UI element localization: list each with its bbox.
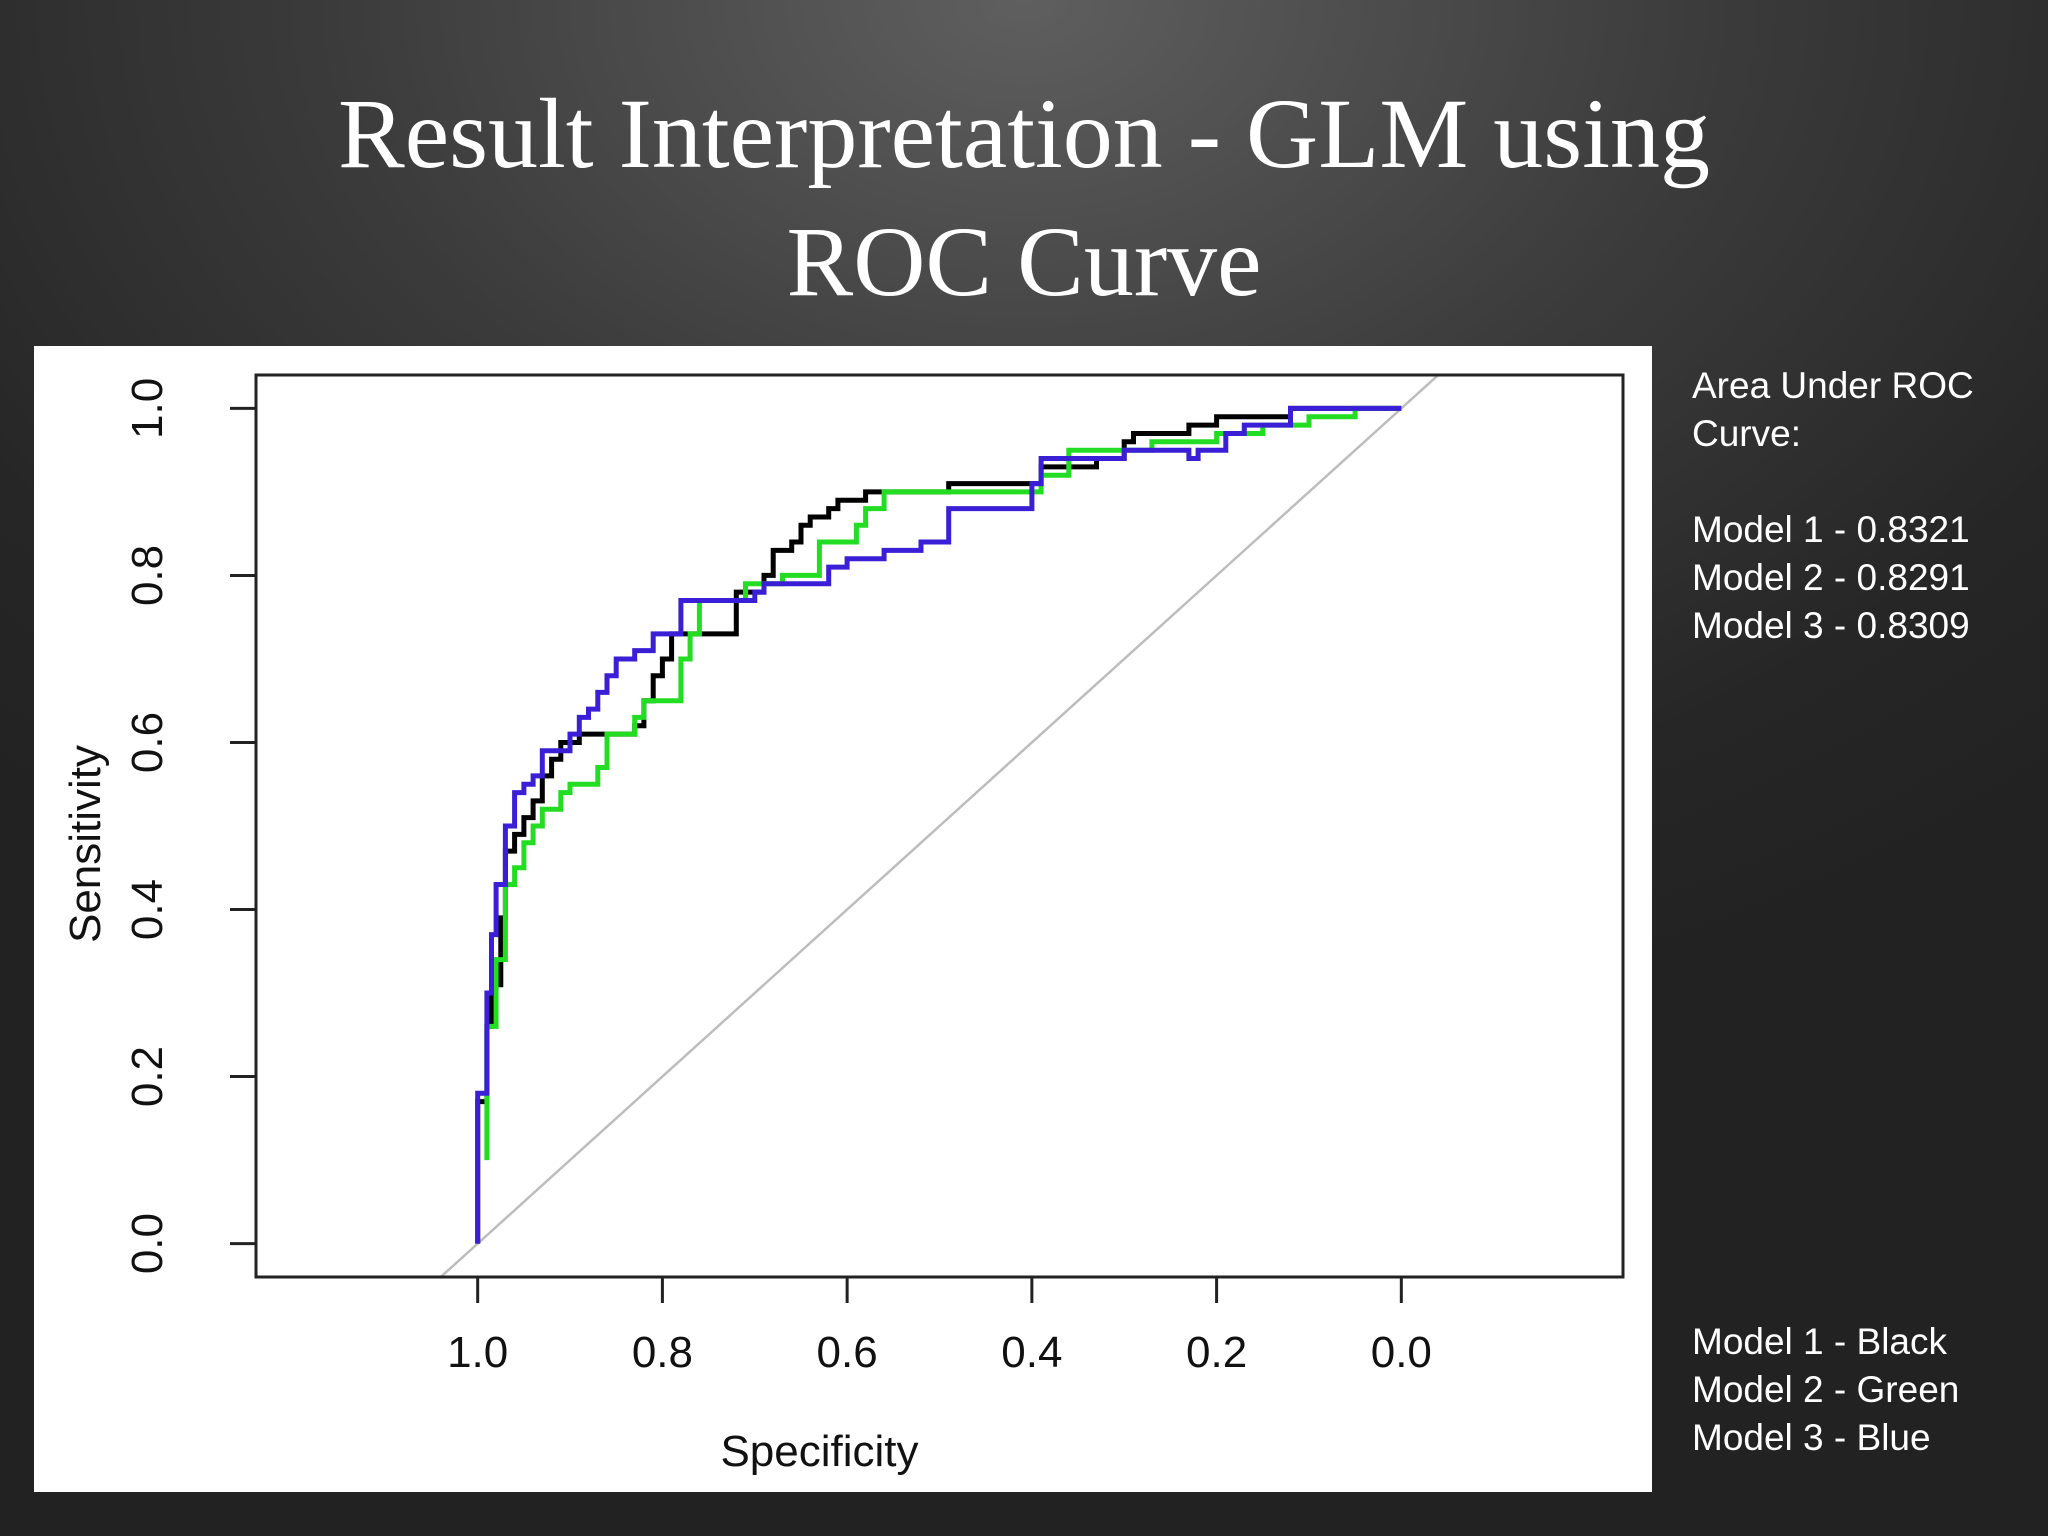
- y-tick-label: 1.0: [123, 378, 172, 439]
- y-tick-label: 0.0: [123, 1213, 172, 1274]
- y-tick-label: 0.2: [123, 1046, 172, 1107]
- auc-heading-line-1: Area Under ROC: [1692, 365, 1974, 406]
- y-tick-label: 0.8: [123, 545, 172, 606]
- roc-chart-panel: 1.0 0.8 0.6 0.4 0.2 0.0 0.0 0.2 0.4 0.6 0.8 1.0 Spec…: [34, 346, 1652, 1492]
- slide-title-line-2: ROC Curve: [786, 206, 1262, 317]
- x-tick-label: 0.4: [1001, 1328, 1062, 1377]
- x-tick-label: 0.0: [1371, 1328, 1432, 1377]
- roc-chart: 1.0 0.8 0.6 0.4 0.2 0.0 0.0 0.2 0.4 0.6 0.8 1.0 Spec…: [61, 373, 1625, 1476]
- auc-heading-line-2: Curve:: [1692, 413, 1801, 454]
- roc-curve-model-3: [475, 405, 1402, 1244]
- plot-frame: [254, 373, 1625, 1279]
- model-color-legend: Model 1 - Black Model 2 - Green Model 3 …: [1692, 1318, 1959, 1462]
- legend-model-1: Model 1 - Black: [1692, 1321, 1947, 1362]
- slide-title-line-1: Result Interpretation - GLM using: [338, 78, 1710, 189]
- x-axis-title: Specificity: [720, 1427, 918, 1476]
- auc-summary: Area Under ROC Curve: Model 1 - 0.8321 M…: [1692, 362, 1974, 650]
- x-tick-label: 0.2: [1186, 1328, 1247, 1377]
- auc-model-2: Model 2 - 0.8291: [1692, 557, 1970, 598]
- y-tick-label: 0.6: [123, 712, 172, 773]
- roc-curve-model-2: [484, 405, 1402, 1161]
- y-axis-title: Sensitivity: [61, 745, 110, 943]
- x-tick-label: 0.6: [817, 1328, 878, 1377]
- auc-model-3: Model 3 - 0.8309: [1692, 605, 1970, 646]
- legend-model-3: Model 3 - Blue: [1692, 1417, 1931, 1458]
- slide-title: Result Interpretation - GLM using ROC Cu…: [0, 70, 2048, 326]
- x-tick-label: 1.0: [447, 1328, 508, 1377]
- y-tick-label: 0.4: [123, 879, 172, 940]
- roc-curve-model-1: [475, 405, 1402, 1244]
- x-tick-label: 0.8: [632, 1328, 693, 1377]
- legend-model-2: Model 2 - Green: [1692, 1369, 1960, 1410]
- reference-diagonal-line: [438, 375, 1441, 1277]
- auc-model-1: Model 1 - 0.8321: [1692, 509, 1970, 550]
